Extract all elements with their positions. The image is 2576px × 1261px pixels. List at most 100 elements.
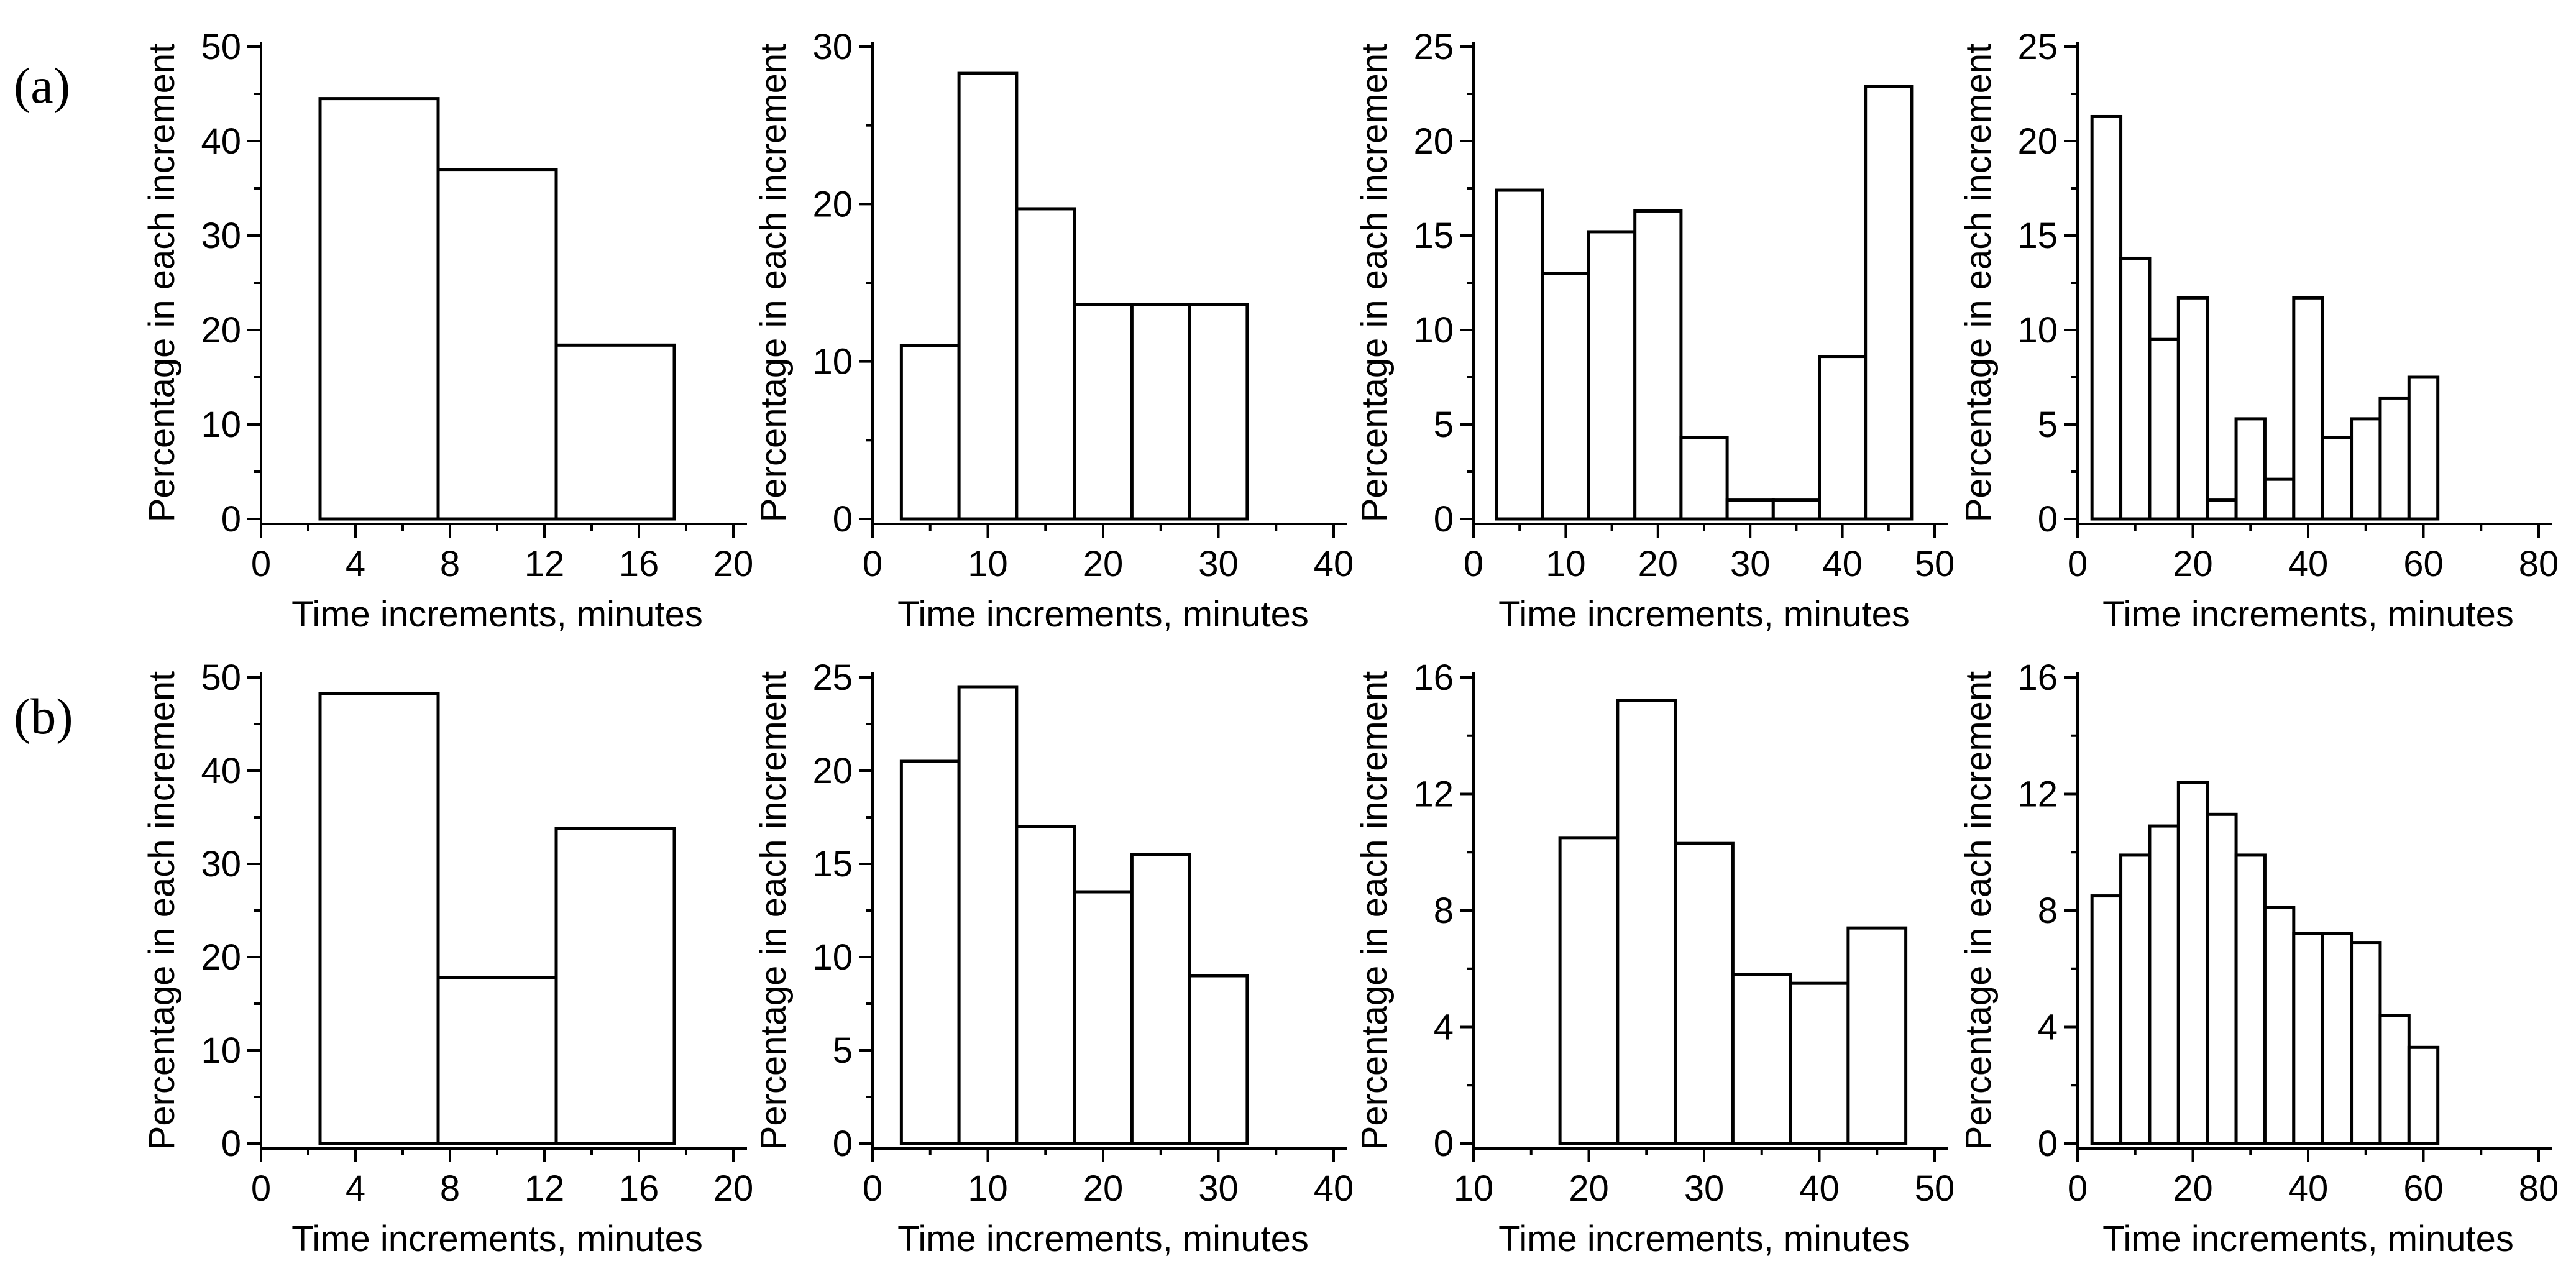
chart-b1: 0 4 8 12 16 20 0 10 20 30 40 50 Time increments, min… (142, 658, 753, 1259)
x-tick-label: 50 (1915, 1168, 1955, 1209)
x-tick-label: 40 (2288, 544, 2329, 584)
x-tick-label: 30 (1730, 544, 1771, 584)
y-tick-label: 4 (1434, 1007, 1454, 1048)
histogram-bar (899, 344, 961, 521)
histogram-bar (1725, 498, 1775, 521)
histogram-bar (1616, 699, 1677, 1145)
x-axis-title: Time increments, minutes (2102, 1219, 2514, 1259)
histogram-bar (1633, 209, 1683, 521)
x-tick-label: 40 (1314, 1168, 1354, 1209)
x-tick-label: 0 (251, 1168, 271, 1209)
x-tick-label: 20 (1083, 544, 1124, 584)
x-tick-label: 0 (251, 544, 271, 584)
x-tick-label: 0 (1464, 544, 1483, 584)
y-tick-label: 25 (2017, 27, 2058, 67)
x-tick-label: 10 (1454, 1168, 1494, 1209)
chart-b4: 0 20 40 60 80 0 4 8 12 16 Time increments, minutes… (1958, 658, 2559, 1259)
y-axis-title: Percentage in each increment (1354, 44, 1395, 523)
y-tick-label: 4 (2038, 1007, 2058, 1048)
y-tick-label: 10 (812, 342, 853, 382)
histogram-bar (1188, 303, 1249, 521)
y-tick-label: 10 (2017, 310, 2058, 351)
histogram-bar (2119, 853, 2152, 1145)
histogram-bar (436, 976, 558, 1145)
y-axis-title: Percentage in each increment (753, 44, 794, 523)
chart-b2: 0 10 20 30 40 0 5 10 15 20 25 Time increments, minu… (753, 658, 1354, 1259)
y-tick-label: 30 (201, 844, 241, 884)
y-tick-label: 0 (2038, 499, 2058, 539)
histogram-bar (1015, 825, 1076, 1145)
y-tick-label: 25 (812, 658, 853, 698)
y-tick-label: 20 (1413, 121, 1454, 162)
chart-b3: 10 20 30 40 50 0 4 8 12 16 Time increments, minute… (1354, 658, 1955, 1259)
histogram-bar (1541, 272, 1591, 521)
y-tick-label: 5 (833, 1030, 853, 1071)
chart-a2: 0 10 20 30 40 0 10 20 30 Time increments, minutes… (753, 27, 1354, 635)
y-tick-label: 0 (833, 1124, 853, 1164)
y-axis-title: Percentage in each increment (1958, 671, 1999, 1150)
histogram-bar (2148, 824, 2180, 1145)
histogram-bar (1679, 436, 1729, 521)
y-axis-title: Percentage in each increment (142, 671, 182, 1150)
histogram-bar (1130, 853, 1191, 1145)
histogram-bar (436, 168, 558, 521)
y-tick-label: 5 (2038, 405, 2058, 445)
y-tick-label: 12 (1413, 774, 1454, 815)
x-tick-label: 80 (2519, 544, 2559, 584)
histogram-bar (1073, 890, 1134, 1145)
histogram-bar (2378, 396, 2411, 521)
y-tick-label: 20 (812, 751, 853, 791)
y-tick-label: 10 (812, 937, 853, 978)
x-tick-label: 30 (1684, 1168, 1725, 1209)
x-tick-label: 0 (2068, 544, 2088, 584)
histogram-bar (2263, 906, 2296, 1145)
x-tick-label: 60 (2403, 544, 2444, 584)
histogram-bar (2350, 417, 2382, 521)
y-tick-label: 25 (1413, 27, 1454, 67)
histogram-bar (1818, 355, 1868, 521)
x-tick-label: 30 (1198, 544, 1239, 584)
x-tick-label: 16 (619, 1168, 659, 1209)
histogram-bar (1864, 85, 1914, 521)
y-tick-label: 5 (1434, 405, 1454, 445)
x-tick-label: 20 (2173, 544, 2213, 584)
histogram-bar (2148, 337, 2180, 521)
x-axis-title: Time increments, minutes (291, 1219, 703, 1259)
x-tick-label: 40 (1822, 544, 1863, 584)
x-tick-label: 40 (2288, 1168, 2329, 1209)
x-axis-title: Time increments, minutes (2102, 594, 2514, 635)
histogram-bar (2234, 853, 2267, 1145)
histogram-bar (2407, 1045, 2440, 1145)
x-tick-label: 20 (713, 544, 754, 584)
y-axis-title: Percentage in each increment (1958, 44, 1999, 523)
histogram-bar (2292, 932, 2324, 1145)
histogram-bar (2206, 812, 2238, 1145)
y-tick-label: 0 (1434, 1124, 1454, 1164)
y-tick-label: 50 (201, 658, 241, 698)
histogram-bar (2234, 417, 2267, 521)
histogram-bar (957, 685, 1019, 1145)
x-tick-label: 8 (440, 1168, 460, 1209)
x-axis-title: Time increments, minutes (897, 594, 1309, 635)
histogram-bar (1558, 836, 1620, 1145)
x-tick-label: 50 (1915, 544, 1955, 584)
y-tick-label: 15 (812, 844, 853, 884)
histogram-bar (1846, 926, 1908, 1145)
x-tick-label: 10 (1546, 544, 1586, 584)
panel-label-a: (a) (14, 57, 70, 114)
histogram-bar (2176, 296, 2209, 521)
chart-a1: 0 4 8 12 16 20 0 10 20 30 40 50 Time increments, min… (142, 27, 753, 635)
histogram-bar (1731, 973, 1792, 1145)
panel-label-b: (b) (14, 688, 73, 745)
y-tick-label: 50 (201, 27, 241, 67)
y-tick-label: 10 (1413, 310, 1454, 351)
histogram-bar (899, 759, 961, 1145)
x-axis-title: Time increments, minutes (897, 1219, 1309, 1259)
x-tick-label: 80 (2519, 1168, 2559, 1209)
x-tick-label: 20 (713, 1168, 754, 1209)
y-tick-label: 12 (2017, 774, 2058, 815)
histogram-bar (2090, 114, 2123, 521)
histogram-bar (1130, 303, 1191, 521)
chart-a4: 0 20 40 60 80 0 5 10 15 20 25 Time increments, minu… (1958, 27, 2559, 635)
